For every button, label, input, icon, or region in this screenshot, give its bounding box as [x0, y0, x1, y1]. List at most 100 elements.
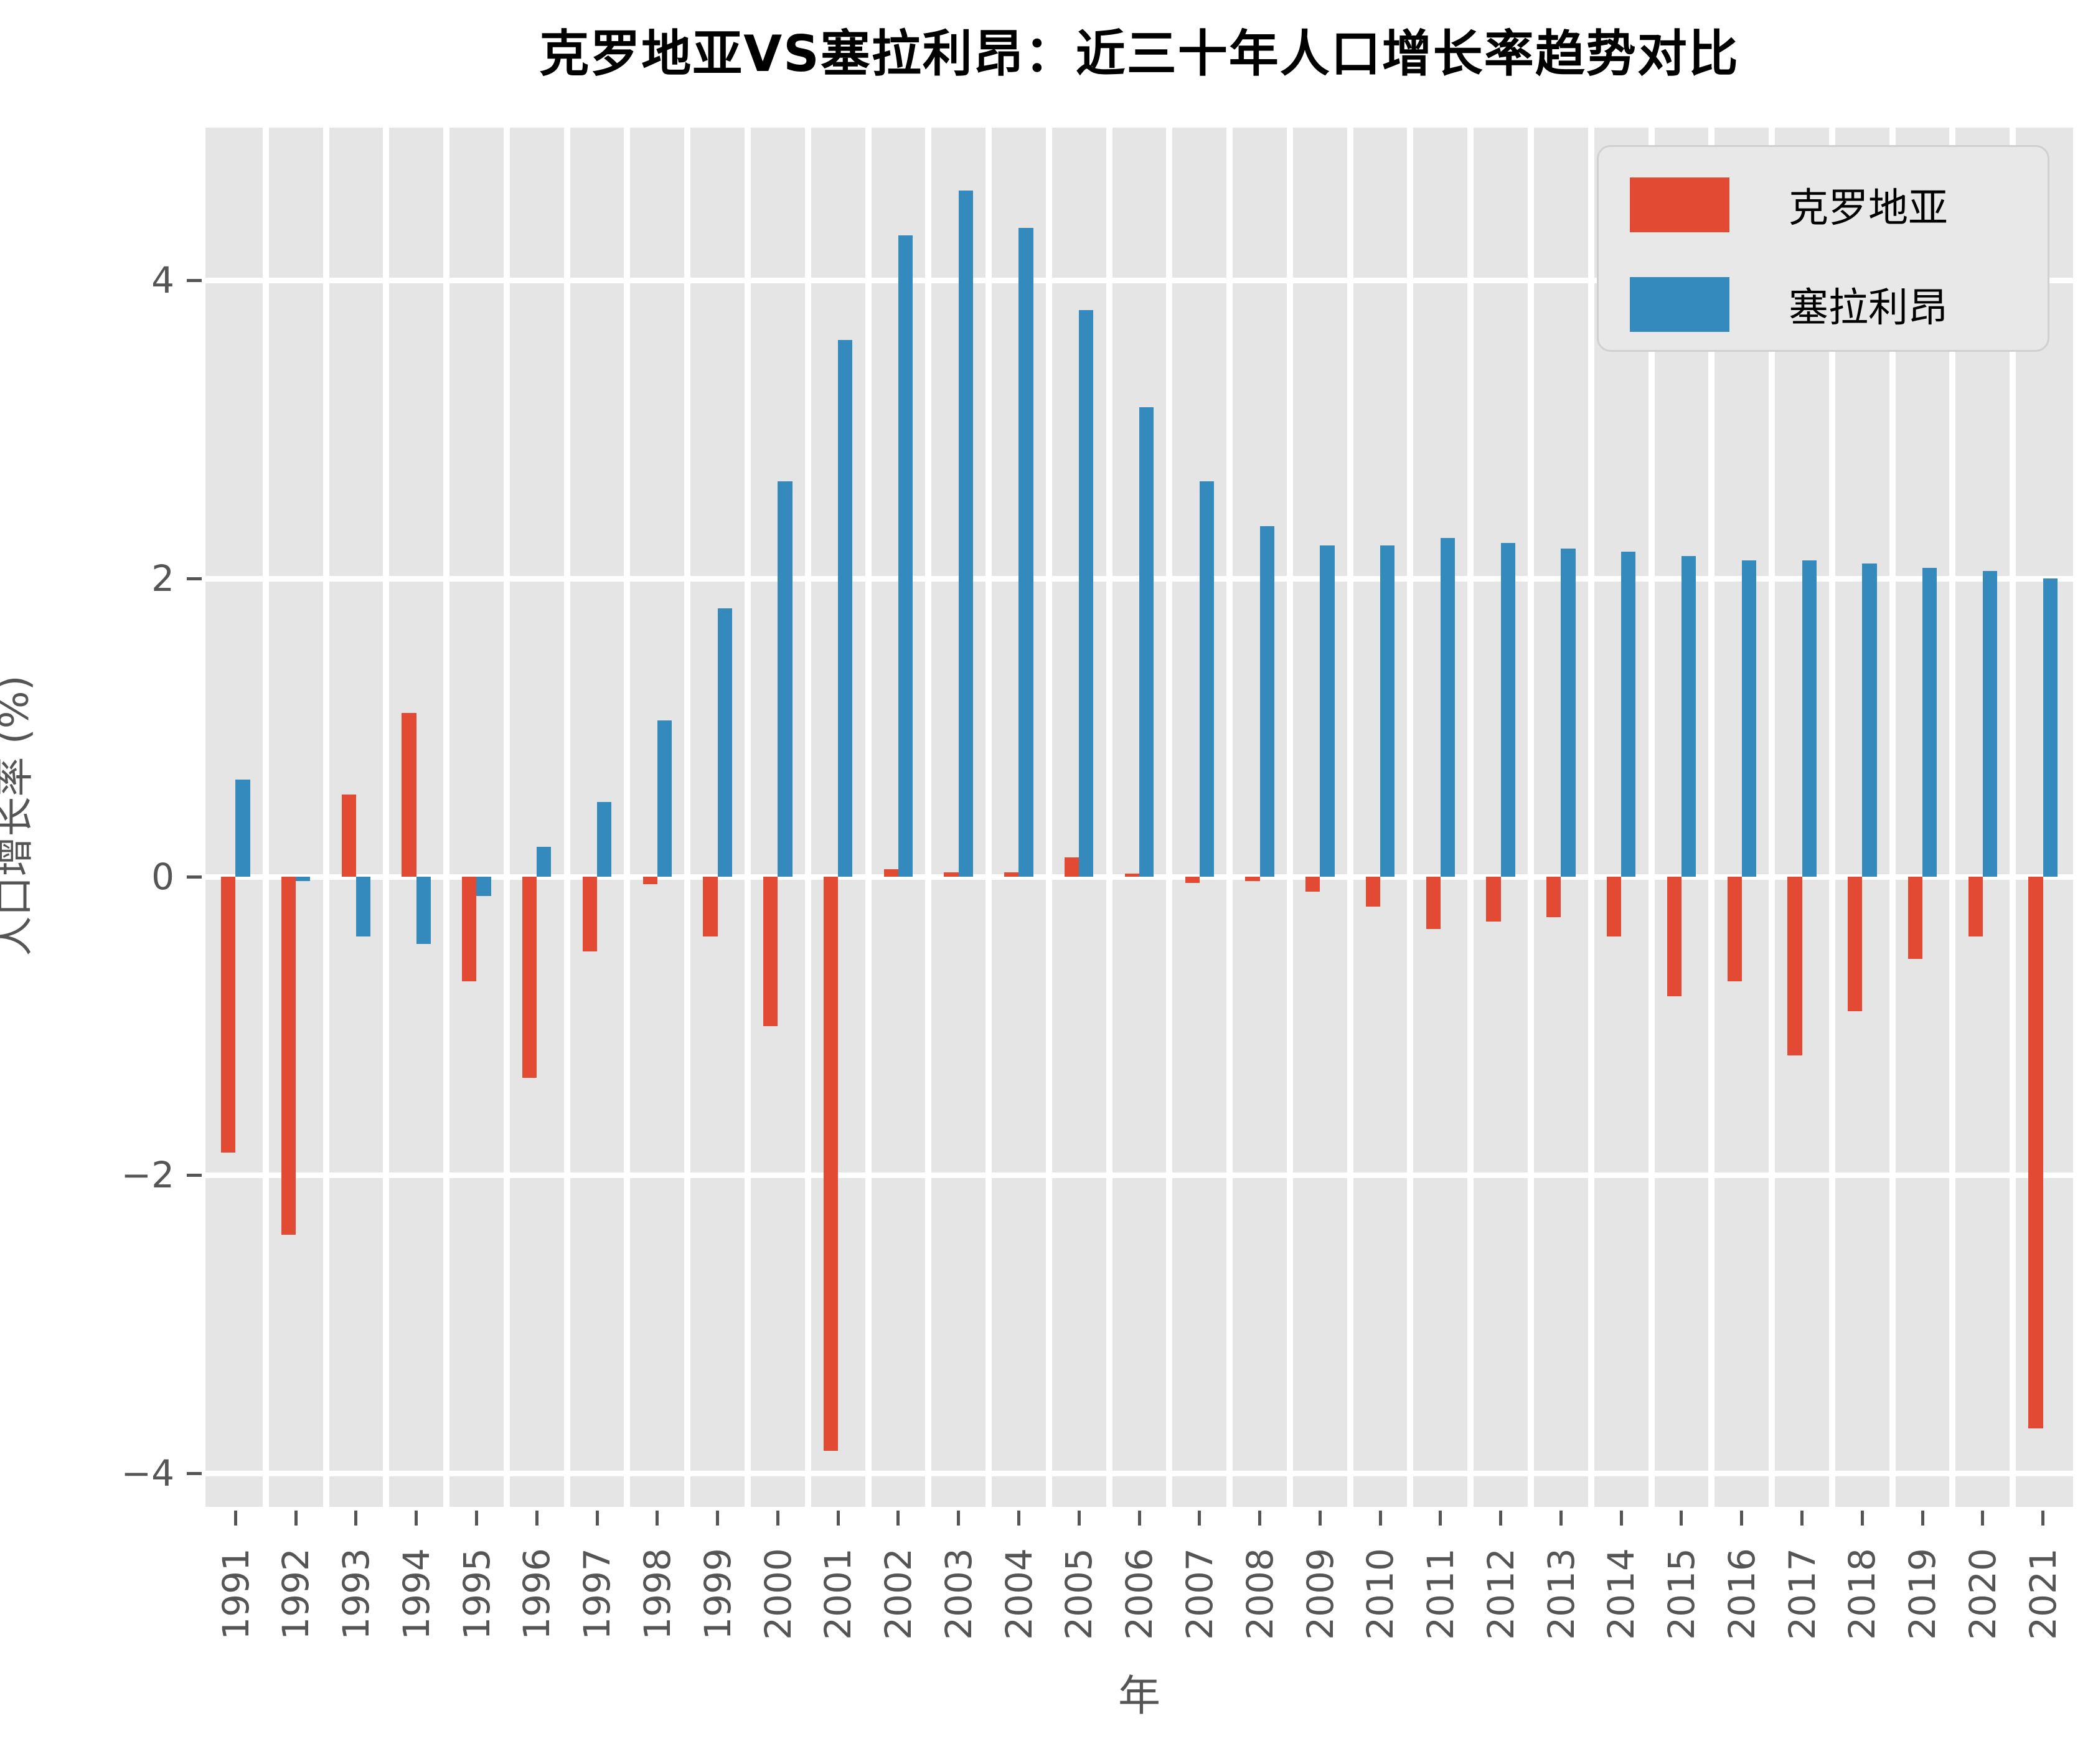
bar-克罗地亚-1997 — [582, 877, 598, 951]
bar-塞拉利昂-1992 — [296, 877, 311, 882]
y-tick-mark — [187, 1173, 202, 1177]
bar-塞拉利昂-2006 — [1139, 407, 1154, 877]
vertical-gridline — [503, 128, 510, 1507]
bar-克罗地亚-2010 — [1365, 877, 1381, 907]
vertical-gridline — [1166, 128, 1173, 1507]
bar-塞拉利昂-1991 — [235, 780, 250, 877]
vertical-gridline — [1648, 128, 1655, 1507]
x-tick-mark — [294, 1511, 298, 1526]
bar-塞拉利昂-2010 — [1380, 545, 1395, 877]
bar-克罗地亚-1994 — [402, 712, 416, 877]
bar-塞拉利昂-1994 — [416, 877, 431, 944]
y-tick-label: 4 — [151, 259, 174, 301]
bar-塞拉利昂-2015 — [1681, 556, 1696, 877]
vertical-gridline — [322, 128, 329, 1507]
bar-塞拉利昂-2011 — [1440, 538, 1456, 877]
y-tick-mark — [187, 278, 202, 282]
vertical-gridline — [1045, 128, 1052, 1507]
bar-克罗地亚-2007 — [1185, 877, 1200, 883]
x-tick-mark — [1619, 1511, 1623, 1526]
vertical-gridline — [443, 128, 450, 1507]
bar-克罗地亚-2018 — [1848, 877, 1863, 1011]
y-tick-label: −4 — [121, 1452, 175, 1494]
bar-塞拉利昂-2017 — [1802, 560, 1817, 877]
legend-item: 克罗地亚 — [1630, 177, 1948, 233]
legend: 克罗地亚塞拉利昂 — [1597, 145, 2049, 352]
x-tick-mark — [1137, 1511, 1141, 1526]
bar-塞拉利昂-2021 — [2043, 578, 2058, 877]
x-tick-mark — [1921, 1511, 1924, 1526]
bar-塞拉利昂-2000 — [778, 481, 793, 877]
vertical-gridline — [1889, 128, 1896, 1507]
vertical-gridline — [1286, 128, 1293, 1507]
bar-塞拉利昂-2002 — [898, 235, 913, 877]
bar-克罗地亚-1998 — [642, 877, 657, 884]
bar-克罗地亚-2019 — [1907, 877, 1923, 959]
y-axis-label-text: 人口增长率 (%) — [0, 675, 38, 956]
bar-克罗地亚-2001 — [823, 877, 839, 1451]
horizontal-gridline — [205, 874, 2073, 880]
bar-塞拉利昂-2016 — [1741, 560, 1756, 877]
bar-塞拉利昂-1997 — [597, 802, 612, 877]
bar-塞拉利昂-2004 — [1018, 228, 1033, 877]
bar-塞拉利昂-2001 — [838, 339, 853, 877]
vertical-gridline — [865, 128, 872, 1507]
vertical-gridline — [2010, 128, 2016, 1507]
bar-克罗地亚-2003 — [944, 872, 959, 877]
x-tick-mark — [354, 1511, 358, 1526]
x-tick-mark — [474, 1511, 478, 1526]
x-tick-mark — [595, 1511, 599, 1526]
bar-克罗地亚-2000 — [763, 877, 778, 1026]
x-tick-mark — [535, 1511, 539, 1526]
bar-塞拉利昂-2009 — [1320, 545, 1335, 877]
bar-克罗地亚-1999 — [703, 877, 718, 936]
legend-item: 塞拉利昂 — [1630, 276, 1948, 333]
vertical-gridline — [383, 128, 390, 1507]
x-tick-mark — [1981, 1511, 1985, 1526]
chart-title: 克罗地亚VS塞拉利昂：近三十年人口增长率趋势对比 — [539, 25, 1739, 83]
vertical-gridline — [1528, 128, 1535, 1507]
x-tick-mark — [415, 1511, 418, 1526]
bar-克罗地亚-2017 — [1787, 877, 1802, 1056]
x-tick-mark — [776, 1511, 779, 1526]
vertical-gridline — [1587, 128, 1594, 1507]
bar-塞拉利昂-2019 — [1922, 568, 1937, 877]
bar-克罗地亚-1991 — [221, 877, 236, 1153]
vertical-gridline — [684, 128, 691, 1507]
y-tick-mark — [187, 875, 202, 879]
plot-area — [205, 128, 2073, 1507]
x-tick-mark — [1740, 1511, 1744, 1526]
y-tick-mark — [187, 577, 202, 580]
bar-塞拉利昂-2008 — [1259, 526, 1274, 877]
bar-克罗地亚-2004 — [1004, 872, 1019, 877]
x-tick-mark — [1860, 1511, 1864, 1526]
vertical-gridline — [1226, 128, 1233, 1507]
bar-克罗地亚-2013 — [1546, 877, 1561, 917]
bar-塞拉利昂-2003 — [958, 191, 973, 877]
bar-克罗地亚-2011 — [1426, 877, 1441, 929]
x-tick-mark — [656, 1511, 659, 1526]
legend-swatch — [1630, 177, 1729, 232]
y-tick-label: 2 — [151, 557, 174, 600]
x-tick-mark — [1499, 1511, 1503, 1526]
vertical-gridline — [262, 128, 269, 1507]
bar-克罗地亚-1993 — [341, 795, 356, 877]
x-tick-label: 2021 — [1981, 1532, 2093, 1656]
x-tick-mark — [1077, 1511, 1081, 1526]
legend-swatch — [1630, 277, 1729, 332]
bar-克罗地亚-2020 — [1968, 877, 1983, 936]
x-tick-mark — [1198, 1511, 1202, 1526]
vertical-gridline — [1828, 128, 1835, 1507]
bar-克罗地亚-2016 — [1727, 877, 1742, 981]
legend-label: 塞拉利昂 — [1789, 285, 1948, 331]
bar-克罗地亚-2009 — [1305, 877, 1320, 892]
bar-克罗地亚-2002 — [883, 869, 898, 877]
bar-克罗地亚-2015 — [1667, 877, 1681, 996]
bar-克罗地亚-1992 — [281, 877, 296, 1235]
x-tick-mark — [1800, 1511, 1804, 1526]
vertical-gridline — [804, 128, 811, 1507]
bar-克罗地亚-2008 — [1245, 877, 1260, 882]
vertical-gridline — [744, 128, 751, 1507]
y-tick-label: −2 — [121, 1154, 175, 1196]
